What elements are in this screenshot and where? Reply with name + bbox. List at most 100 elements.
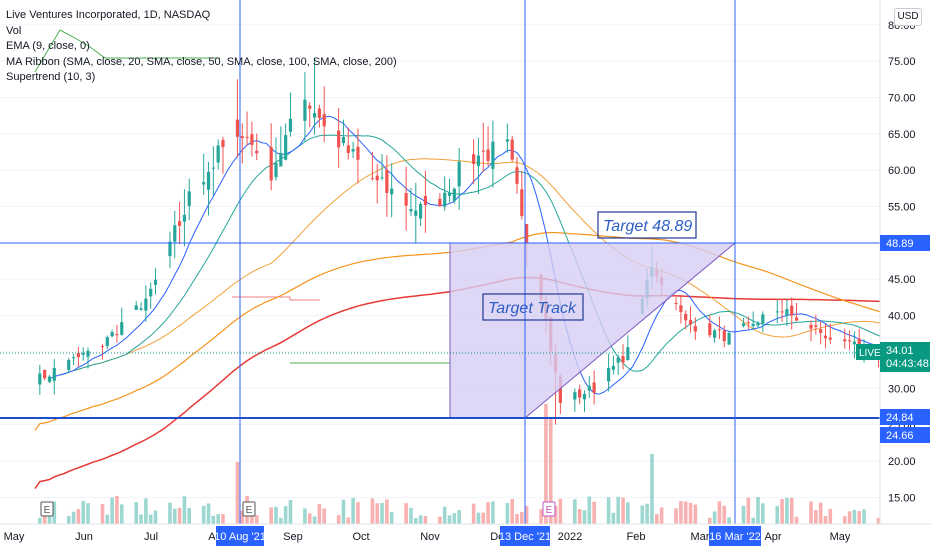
volume-bar [279, 517, 283, 524]
earnings-marker-3[interactable] [542, 501, 556, 517]
volume-bar [201, 505, 206, 524]
supertrend-up-line [34, 29, 220, 73]
time-tick-label: May [4, 531, 25, 543]
volume-bar [606, 497, 611, 524]
volume-bar [727, 517, 731, 524]
price-tick-label: 40.00 [888, 311, 916, 323]
volume-bar [481, 512, 486, 524]
supertrend-down-line [232, 296, 320, 301]
volume-bar [510, 499, 514, 524]
time-marker-tag-2[interactable] [500, 526, 550, 546]
earnings-marker-label-3[interactable]: E [546, 505, 553, 516]
volume-bar [679, 501, 683, 524]
annotation-text-2[interactable]: Target Track [488, 300, 577, 317]
candle-body [775, 311, 779, 313]
time-marker-tag-1[interactable] [216, 526, 264, 546]
annotation-text-1[interactable]: Target 48.89 [603, 218, 692, 235]
legend-vol: Vol [6, 24, 22, 37]
candle-body [168, 241, 172, 257]
horizontal-levels[interactable] [0, 242, 880, 419]
volume-bar [544, 404, 548, 524]
candle-body [375, 175, 379, 181]
volume-bar [148, 514, 153, 524]
annotation-box-1[interactable] [597, 211, 697, 239]
volume-bar [862, 509, 866, 524]
candle-body [370, 178, 374, 180]
volume-bar [105, 514, 110, 524]
time-marker-label-1[interactable]: 10 Aug '21 [214, 531, 266, 543]
earnings-marker-label-1[interactable]: E [44, 505, 51, 516]
candle-body [486, 149, 490, 161]
volume-bar [115, 496, 119, 524]
volume-bar [442, 506, 447, 524]
price-axis[interactable]: 80.0075.0070.0065.0060.0055.0050.0045.00… [856, 0, 932, 550]
volume-bar [336, 515, 341, 524]
volume-bar [317, 504, 322, 524]
candle-body [178, 221, 182, 226]
volume-bar [785, 497, 789, 524]
candle-body [303, 99, 307, 121]
price-tag-24-84-text: 24.84 [886, 412, 914, 424]
earnings-marker-1[interactable] [40, 501, 54, 517]
candle-body [52, 367, 56, 381]
target-zone-rect[interactable] [450, 243, 525, 418]
earnings-marker-label-2[interactable]: E [246, 505, 253, 516]
volume-bar [592, 501, 596, 524]
volume-bar [206, 503, 211, 524]
time-marker-tag-3[interactable] [709, 526, 761, 546]
price-tick-label: 20.00 [888, 456, 916, 468]
volume-bar [119, 504, 124, 524]
volume-bar [86, 503, 90, 524]
time-marker-label-3[interactable]: 16 Mar '22 [709, 531, 761, 543]
candle-body [240, 136, 244, 139]
candle-body [717, 329, 722, 331]
volume-bar [283, 506, 288, 524]
volume-bar [312, 516, 317, 524]
volume-bar [558, 498, 563, 524]
volume-bar [722, 505, 727, 524]
volume-bar [269, 507, 273, 524]
candle-body [785, 309, 789, 316]
price-tick-label: 45.00 [888, 274, 916, 286]
volume-bar [221, 513, 225, 524]
earnings-marker-2[interactable] [242, 501, 256, 517]
volume-bar [693, 504, 698, 524]
volume-bar [341, 499, 346, 524]
volume-bar [42, 515, 47, 524]
candle-body [274, 162, 278, 178]
candle-body [76, 352, 80, 358]
candle-body [520, 189, 524, 216]
annotation-box-2[interactable] [482, 293, 584, 321]
vertical-marker-lines[interactable] [239, 0, 736, 524]
candle-body [341, 137, 346, 144]
price-axis-bg[interactable] [880, 0, 932, 550]
volume-bar [409, 507, 413, 524]
volume-bar [789, 497, 794, 524]
volume-bar [187, 508, 192, 524]
candle-body [144, 298, 148, 311]
volume-bar [81, 501, 85, 524]
volume-bar [741, 505, 746, 524]
time-axis[interactable]: MayJunJulAugSepOctNovDec2022FebMarAprMay… [0, 523, 932, 550]
price-tick-label: 60.00 [888, 165, 916, 177]
target-track-zone[interactable] [449, 242, 737, 419]
volume-bar [418, 515, 423, 524]
volume-bar [548, 419, 553, 524]
candle-body [115, 334, 119, 336]
volume-bar [216, 514, 220, 524]
candle-body [173, 225, 177, 242]
candle-body [100, 346, 105, 348]
candle-body [587, 385, 591, 391]
volume-bar [457, 510, 461, 524]
time-axis-bg[interactable] [0, 524, 932, 550]
volume-bar [356, 502, 360, 524]
annotations[interactable]: Target 48.89 Target Track [482, 211, 697, 321]
candle-body [457, 161, 461, 187]
candle-body [582, 393, 587, 400]
price-tick-label: 70.00 [888, 92, 916, 104]
time-marker-label-2[interactable]: 13 Dec '21 [499, 531, 551, 543]
volume-bar [144, 498, 148, 524]
currency-button[interactable]: USD [894, 8, 922, 26]
